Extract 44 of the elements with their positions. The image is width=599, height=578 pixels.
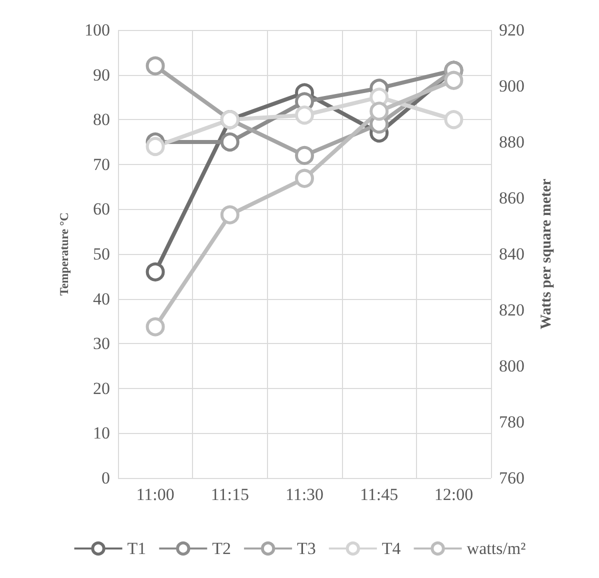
x-tick-label: 12:00 xyxy=(434,485,474,504)
x-tick-label: 11:15 xyxy=(210,485,249,504)
point xyxy=(146,317,165,336)
point xyxy=(370,102,389,121)
y2-tick-label: 800 xyxy=(499,356,524,376)
y-tick-label: 20 xyxy=(93,378,110,398)
legend-label: T1 xyxy=(127,539,146,558)
y2-tick-label: 760 xyxy=(499,468,524,488)
point xyxy=(295,146,314,165)
y-tick-label: 10 xyxy=(93,424,110,443)
point xyxy=(444,110,464,130)
y-tick-label: 30 xyxy=(93,334,110,354)
y2-tick-label: 840 xyxy=(499,244,524,264)
point xyxy=(146,136,165,156)
point xyxy=(220,132,240,152)
x-tick-label: 11:00 xyxy=(136,485,174,504)
legend-label: watts/m² xyxy=(466,539,526,558)
x-tick-label: 11:45 xyxy=(360,485,398,504)
y2-tick-label: 880 xyxy=(499,132,524,152)
y-tick-label: 90 xyxy=(93,65,110,84)
y2-axis-title: Watts per square meter xyxy=(538,178,554,330)
legend-label: T4 xyxy=(382,539,402,558)
point xyxy=(295,168,314,188)
point xyxy=(146,56,165,76)
point xyxy=(295,106,314,125)
y-tick-label: 100 xyxy=(84,20,110,40)
y2-tick-label: 860 xyxy=(499,188,524,208)
y-tick-label: 0 xyxy=(102,468,110,488)
point xyxy=(146,262,165,282)
point xyxy=(220,205,240,224)
y-tick-label: 50 xyxy=(93,244,110,264)
x-tick-label: 11:30 xyxy=(285,485,324,504)
legend-label: T2 xyxy=(212,539,232,558)
y-axis-title: Temperature °C xyxy=(57,212,71,296)
y-tick-label: 70 xyxy=(93,154,110,174)
y-tick-label: 60 xyxy=(93,200,110,219)
y2-tick-label: 820 xyxy=(499,300,524,320)
y2-tick-label: 900 xyxy=(499,76,524,96)
point xyxy=(444,70,464,90)
y-tick-label: 80 xyxy=(93,110,110,130)
y-tick-label: 40 xyxy=(93,289,110,308)
legend-label: T3 xyxy=(297,539,316,558)
y2-tick-label: 780 xyxy=(499,412,524,432)
y2-tick-label: 920 xyxy=(499,20,524,40)
